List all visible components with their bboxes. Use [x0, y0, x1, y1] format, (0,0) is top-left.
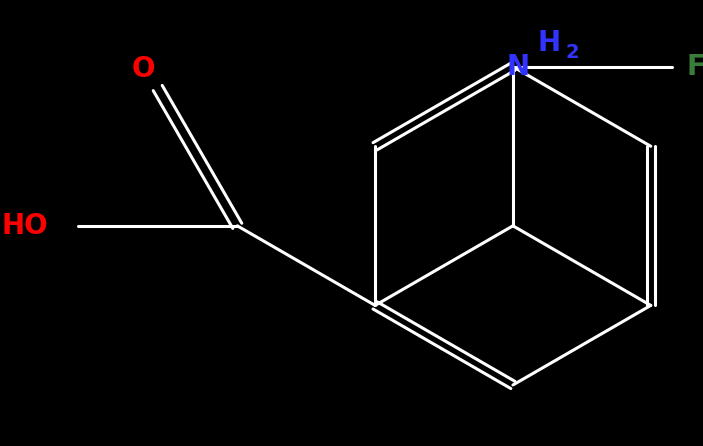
Text: H: H [537, 29, 560, 57]
Text: F: F [686, 53, 703, 81]
Text: O: O [132, 55, 155, 83]
Text: 2: 2 [565, 43, 579, 62]
Text: N: N [506, 53, 529, 81]
Text: HO: HO [1, 212, 48, 240]
